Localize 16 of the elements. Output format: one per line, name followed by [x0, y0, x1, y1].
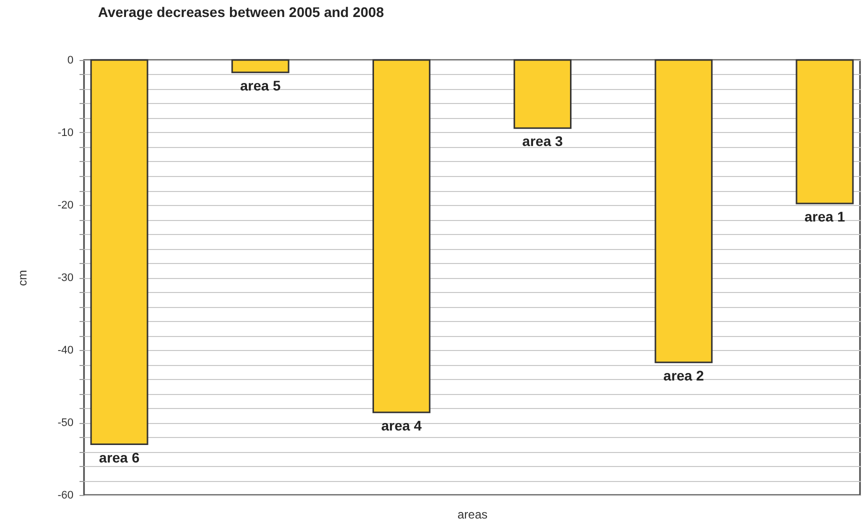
y-tick-label: -10 [58, 127, 74, 139]
y-tick-label: -50 [58, 417, 74, 429]
chart-title: Average decreases between 2005 and 2008 [98, 4, 384, 20]
x-tick-label: area 6 [99, 449, 140, 466]
x-tick-label: area 5 [240, 77, 281, 94]
y-tick-label: -60 [58, 490, 74, 502]
x-tick-label: area 3 [522, 133, 563, 150]
y-tick-label: -30 [58, 272, 74, 284]
y-axis-title: cm [16, 270, 30, 286]
x-tick-label: area 2 [663, 367, 704, 384]
x-tick-label: area 4 [381, 417, 422, 434]
y-tick-label: 0 [67, 54, 74, 66]
y-tick-label: -20 [58, 200, 74, 212]
x-tick-label: area 1 [804, 208, 846, 225]
y-tick-label: -40 [58, 344, 74, 356]
x-axis-title: areas [457, 508, 488, 522]
